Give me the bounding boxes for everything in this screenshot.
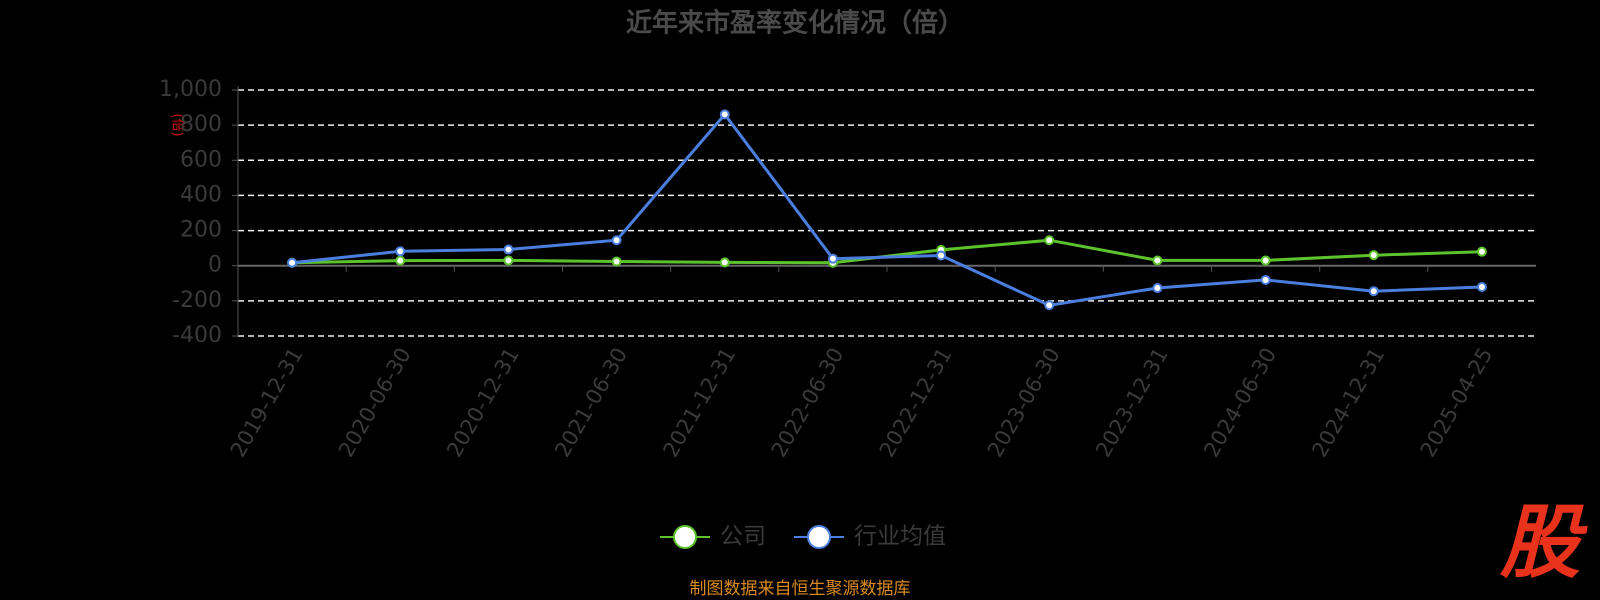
y-tick-label: -200: [172, 288, 222, 313]
legend-label: 行业均值: [854, 524, 946, 550]
data-point: [1260, 274, 1271, 285]
chart-title: 近年来市盈率变化情况（倍）: [626, 8, 964, 39]
source-note: 制图数据来自恒生聚源数据库: [690, 579, 911, 599]
data-point: [1368, 286, 1379, 297]
data-point: [1044, 235, 1055, 246]
y-tick-label: 400: [180, 182, 222, 207]
data-point: [936, 250, 947, 261]
y-axis-label: (倍): [170, 113, 185, 136]
data-point: [287, 257, 298, 268]
data-point: [827, 253, 838, 264]
y-tick-label: -400: [172, 323, 222, 348]
data-point: [503, 244, 514, 255]
data-point: [1152, 283, 1163, 294]
data-point: [1044, 300, 1055, 311]
y-tick-label: 1,000: [159, 77, 222, 102]
data-point: [1476, 281, 1487, 292]
y-tick-label: 800: [180, 112, 222, 137]
data-point: [503, 255, 514, 266]
data-point: [395, 246, 406, 257]
y-tick-label: 0: [208, 253, 222, 278]
y-tick-label: 200: [180, 218, 222, 243]
series-line: [291, 112, 1482, 307]
data-point: [611, 235, 622, 246]
y-tick-label: 600: [180, 147, 222, 172]
data-point: [1260, 255, 1271, 266]
data-point: [395, 255, 406, 266]
logo: 股: [1499, 496, 1588, 589]
data-point: [1152, 255, 1163, 266]
legend-marker: [807, 525, 831, 549]
data-point: [719, 109, 730, 120]
data-point: [719, 257, 730, 268]
legend-label: 公司: [720, 524, 766, 550]
legend-marker: [673, 525, 697, 549]
data-point: [1476, 246, 1487, 257]
data-point: [611, 256, 622, 267]
data-point: [1368, 250, 1379, 261]
